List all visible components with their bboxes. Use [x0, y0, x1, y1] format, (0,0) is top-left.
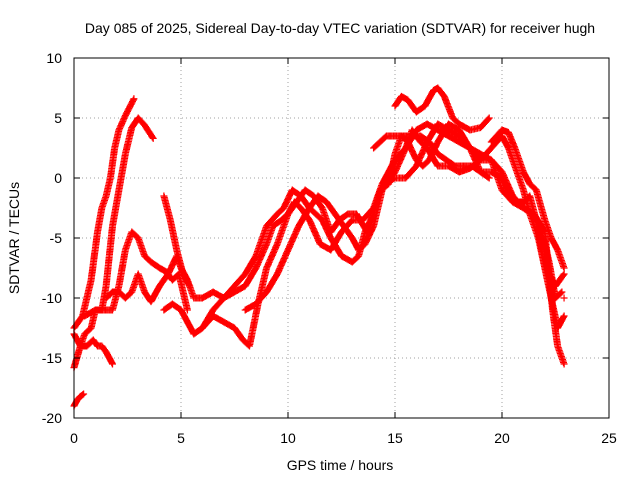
- data-series: [70, 84, 568, 410]
- x-tick-label: 10: [280, 430, 296, 446]
- series-marks: [370, 132, 493, 182]
- series-track-4: [70, 390, 88, 410]
- x-tick-label: 0: [70, 430, 78, 446]
- x-tick-label: 15: [387, 430, 403, 446]
- x-tick-label: 5: [177, 430, 185, 446]
- y-tick-label: -10: [42, 290, 62, 306]
- series-marks: [70, 390, 88, 410]
- x-tick-label: 20: [494, 430, 510, 446]
- series-track-13: [160, 192, 194, 290]
- y-tick-label: 0: [54, 170, 62, 186]
- series-track-11: [487, 126, 568, 272]
- y-tick-label: 5: [54, 110, 62, 126]
- y-tick-label: -15: [42, 350, 62, 366]
- series-marks: [487, 126, 568, 272]
- y-tick-label: -20: [42, 410, 62, 426]
- series-track-9: [241, 120, 566, 314]
- y-tick-label: 10: [46, 50, 62, 66]
- grid-lines: [74, 58, 609, 418]
- series-track-12: [370, 132, 493, 182]
- y-tick-label: -5: [50, 230, 63, 246]
- chart-title: Day 085 of 2025, Sidereal Day-to-day VTE…: [85, 20, 595, 36]
- data-point: [560, 294, 568, 302]
- axis-ticks: [73, 57, 610, 419]
- tick-labels: 0 5 10 15 20 25 -20 -15 -10 -5 0 5 10: [42, 50, 617, 446]
- x-tick-label: 25: [601, 430, 617, 446]
- series-marks: [160, 192, 194, 290]
- series-track-10: [391, 84, 493, 134]
- x-axis-label: GPS time / hours: [287, 457, 394, 473]
- series-marks: [241, 120, 566, 314]
- y-axis-label: SDTVAR / TECUs: [6, 182, 22, 294]
- series-marks: [391, 84, 493, 134]
